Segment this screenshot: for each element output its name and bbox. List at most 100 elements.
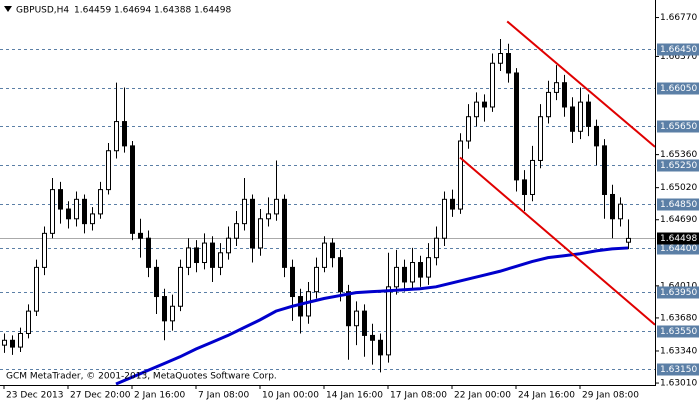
candle-body <box>330 242 335 259</box>
candle-body <box>370 334 375 341</box>
candle-body <box>58 189 63 210</box>
y-tick-label: 1.64690 <box>660 215 697 225</box>
candle-body <box>482 101 487 108</box>
current-price-label: 1.64498 <box>660 234 697 244</box>
level-label: 1.65250 <box>660 161 697 171</box>
candle-body <box>90 213 95 225</box>
x-tick-label: 29 Jan 08:00 <box>582 391 639 401</box>
candle-body <box>298 296 303 317</box>
x-tick-label: 27 Dec 20:00 <box>70 391 131 401</box>
x-tick-label: 24 Jan 16:00 <box>518 391 575 401</box>
current-price-box <box>657 232 699 245</box>
candle-body <box>466 116 471 142</box>
candle-body <box>274 198 279 215</box>
y-tick-label: 1.63010 <box>660 379 697 389</box>
candle-body <box>434 237 439 259</box>
candle-body <box>626 237 631 243</box>
candle-body <box>410 262 415 283</box>
candle-body <box>82 198 87 225</box>
x-tick-label: 23 Dec 2013 <box>6 391 64 401</box>
y-tick-label: 1.66770 <box>660 13 697 23</box>
candle-body <box>50 189 55 234</box>
level-label: 1.63950 <box>660 288 697 298</box>
candle-body <box>498 53 503 64</box>
open-price: 1.64459 <box>74 6 111 16</box>
candle-body <box>170 305 175 322</box>
candle-body <box>258 218 263 249</box>
candle-body <box>314 266 319 293</box>
level-label: 1.66450 <box>660 45 697 55</box>
candle-body <box>578 101 583 132</box>
candle-body <box>106 150 111 191</box>
candle-body <box>26 310 31 334</box>
candle-body <box>394 266 399 288</box>
candle-body <box>442 198 447 239</box>
footer: GCM MetaTrader, © 2001-2013, MetaQuotes … <box>6 372 277 382</box>
candle-body <box>98 189 103 215</box>
trend-line <box>506 20 656 148</box>
candle-body <box>74 198 79 220</box>
candle-body <box>234 223 239 239</box>
level-label: 1.65650 <box>660 122 697 132</box>
candle-body <box>450 198 455 210</box>
candle-body <box>266 213 271 220</box>
candle-body <box>346 291 351 327</box>
level-label: 1.66050 <box>660 84 697 94</box>
candle-body <box>18 332 23 348</box>
candle-body <box>522 179 527 195</box>
candle-body <box>218 252 223 268</box>
candle-body <box>546 91 551 118</box>
candle-body <box>610 193 615 220</box>
candle-body <box>506 53 511 74</box>
moving-average <box>115 246 629 386</box>
level-label-box <box>657 363 699 376</box>
level-label-box <box>657 159 699 172</box>
low-price: 1.64388 <box>154 6 191 16</box>
x-tick-label: 22 Jan 00:00 <box>454 391 511 401</box>
level-label: 1.63150 <box>660 365 697 375</box>
y-tick-label: 1.64010 <box>660 281 697 291</box>
level-label-box <box>657 242 699 255</box>
level-label-box <box>657 325 699 338</box>
level-label: 1.63550 <box>660 327 697 337</box>
x-tick-label: 17 Jan 08:00 <box>390 391 447 401</box>
candle-body <box>42 232 47 268</box>
candle-body <box>250 198 255 249</box>
candle-body <box>66 208 71 220</box>
candle-body <box>490 62 495 108</box>
x-tick-label: 10 Jan 00:00 <box>262 391 319 401</box>
candle-body <box>386 286 391 356</box>
candle-body <box>322 242 327 268</box>
candle-body <box>194 247 199 264</box>
candle-body <box>122 121 127 147</box>
candle-body <box>426 257 431 278</box>
candle-body <box>210 242 215 268</box>
candle-body <box>562 82 567 108</box>
symbol-menu-icon[interactable] <box>4 6 12 12</box>
x-tick-label: 2 Jan 16:00 <box>134 391 186 401</box>
candle-body <box>138 232 143 239</box>
candle-body <box>154 266 159 298</box>
candle-body <box>34 266 39 312</box>
candle-body <box>554 82 559 93</box>
y-tick-label: 1.63340 <box>660 346 697 356</box>
candle-body <box>178 266 183 307</box>
candle-body <box>338 257 343 293</box>
candle-body <box>146 237 151 268</box>
candle-body <box>602 145 607 195</box>
y-tick-label: 1.63680 <box>660 313 697 323</box>
candle-body <box>354 310 359 327</box>
candle-body <box>162 296 167 322</box>
level-label-box <box>657 82 699 95</box>
candle-body <box>378 339 383 356</box>
candle-body <box>586 101 591 127</box>
level-label: 1.64400 <box>660 244 697 254</box>
candle-body <box>10 339 15 348</box>
candle-body <box>226 237 231 254</box>
candle-body <box>282 198 287 268</box>
level-label-box <box>657 198 699 211</box>
level-label-box <box>657 120 699 133</box>
candle-body <box>402 266 407 283</box>
candle-body <box>474 101 479 118</box>
